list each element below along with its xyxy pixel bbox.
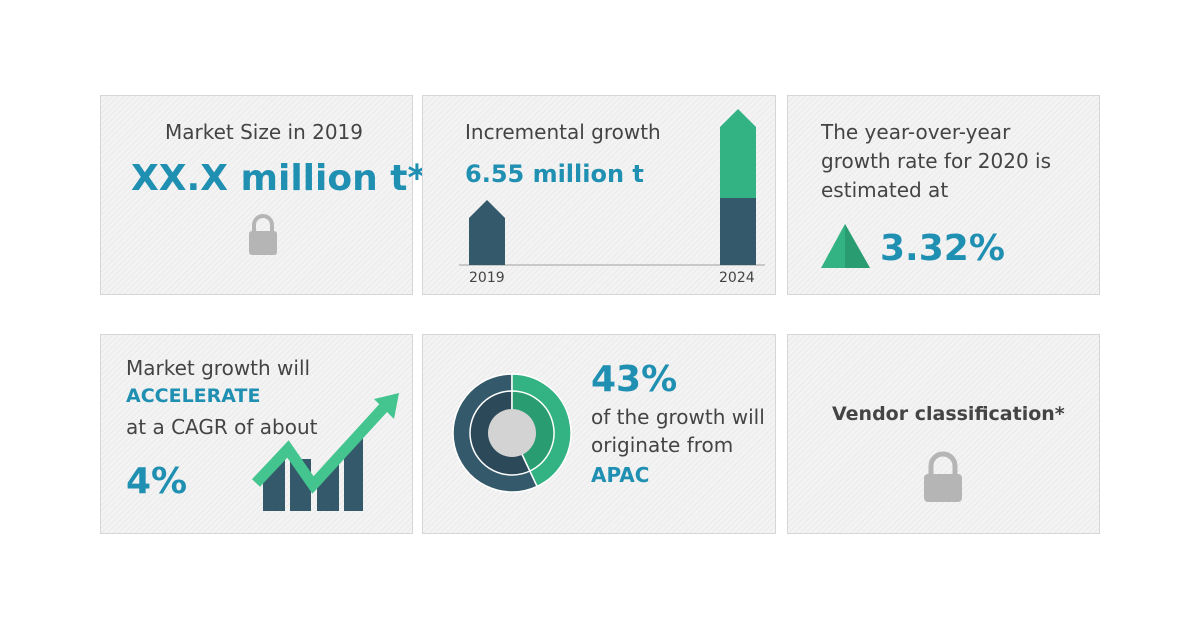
bar-2024-base bbox=[720, 198, 756, 265]
year-2024: 2024 bbox=[719, 270, 755, 286]
bar-2024-growth bbox=[720, 109, 756, 198]
region-panel: 43% of the growth will originate from AP… bbox=[422, 334, 776, 534]
growth-chart-icon bbox=[251, 393, 399, 511]
market-size-value: XX.X million t* bbox=[131, 158, 427, 199]
lock-icon bbox=[249, 214, 277, 255]
market-size-label: Market Size in 2019 bbox=[165, 120, 364, 144]
cagr-value: 4% bbox=[126, 461, 188, 502]
cagr-emphasis: ACCELERATE bbox=[126, 385, 261, 407]
cagr-panel: Market growth will ACCELERATE at a CAGR … bbox=[100, 334, 413, 534]
region-donut bbox=[452, 373, 572, 493]
market-size-panel: Market Size in 2019 XX.X million t* bbox=[100, 95, 426, 295]
triangle-up-icon bbox=[821, 224, 870, 268]
region-line-1: of the growth will bbox=[591, 405, 765, 429]
year-2019: 2019 bbox=[469, 270, 505, 286]
yoy-line-3: estimated at bbox=[821, 178, 949, 202]
lock-icon bbox=[924, 451, 962, 502]
incremental-bars bbox=[459, 109, 765, 266]
incremental-growth-panel: Incremental growth 6.55 million t 2019 2… bbox=[422, 95, 776, 295]
region-share-value: 43% bbox=[591, 359, 678, 400]
cagr-line-1: Market growth will bbox=[126, 356, 311, 380]
yoy-line-1: The year-over-year bbox=[821, 120, 1011, 144]
yoy-line-2: growth rate for 2020 is bbox=[821, 149, 1052, 173]
incremental-label: Incremental growth bbox=[465, 120, 661, 144]
vendor-panel: Vendor classification* bbox=[787, 334, 1100, 534]
region-line-2: originate from bbox=[591, 433, 734, 457]
yoy-value: 3.32% bbox=[880, 228, 1005, 269]
region-name: APAC bbox=[591, 463, 650, 487]
yoy-panel: The year-over-year growth rate for 2020 … bbox=[787, 95, 1100, 295]
vendor-label: Vendor classification* bbox=[832, 403, 1065, 425]
cagr-line-2: at a CAGR of about bbox=[126, 415, 318, 439]
bar-2019 bbox=[469, 200, 505, 265]
incremental-value: 6.55 million t bbox=[465, 160, 644, 188]
donut-center bbox=[488, 409, 536, 457]
